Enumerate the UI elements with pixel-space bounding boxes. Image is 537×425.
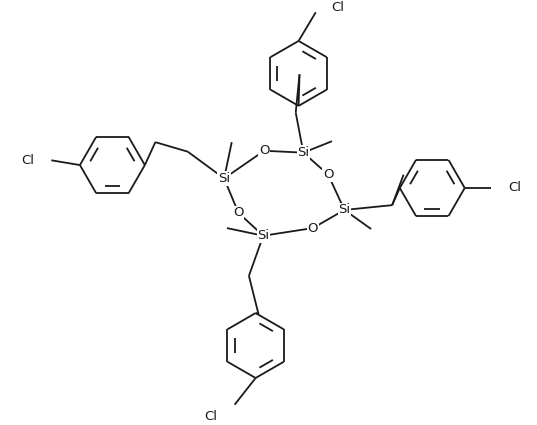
Text: Si: Si [338, 204, 351, 216]
Text: Si: Si [218, 172, 230, 185]
Text: O: O [323, 168, 333, 181]
Text: Cl: Cl [21, 154, 34, 167]
Text: Si: Si [257, 229, 270, 242]
Text: O: O [233, 206, 244, 219]
Text: O: O [308, 221, 318, 235]
Text: Cl: Cl [331, 1, 344, 14]
Text: Si: Si [297, 146, 309, 159]
Text: O: O [259, 144, 270, 157]
Text: Cl: Cl [205, 410, 217, 422]
Text: Cl: Cl [509, 181, 521, 195]
